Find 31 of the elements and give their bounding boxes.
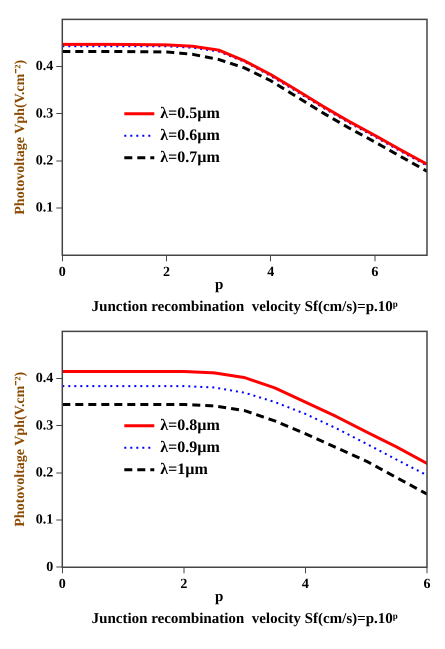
x-tick-label: 2 <box>163 265 170 280</box>
legend-label: λ=0.6µm <box>160 126 220 144</box>
text: p <box>214 589 224 606</box>
legend-label: λ=0.9µm <box>160 438 220 456</box>
y-axis-title: Photovoltage Vph(V.cm⁻²) <box>13 60 28 215</box>
y-tick-label: 0.2 <box>36 153 54 168</box>
x-tick-label: 0 <box>58 265 66 280</box>
y-tick-label: 0.1 <box>36 512 54 528</box>
x-tick-label: 4 <box>267 265 274 280</box>
x-tick-label: 2 <box>180 577 188 592</box>
y-tick-label: 0.3 <box>36 418 54 434</box>
legend-label: λ=0.5µm <box>160 104 220 122</box>
y-tick-label: 0.2 <box>36 465 54 480</box>
line-series <box>62 403 427 496</box>
y-tick-label: 0 <box>46 560 54 575</box>
x-axis-title: Junction recombination velocity Sf(cm/s)=p.10ᵖ <box>92 298 398 315</box>
x-tick-label: 4 <box>302 577 309 592</box>
legend-label: λ=0.7µm <box>160 148 220 166</box>
x-tick-label: 0 <box>58 577 66 592</box>
legend-label: λ=1µm <box>160 460 208 478</box>
text: p <box>214 277 224 294</box>
y-axis-title: Photovoltage Vph(V.cm⁻²) <box>13 372 28 527</box>
x-tick-label: 6 <box>424 577 430 592</box>
legend-label: λ=0.8µm <box>160 416 220 434</box>
x-axis-title: Junction recombination velocity Sf(cm/s)=p.10ᵖ <box>92 610 398 627</box>
x-tick-label: 6 <box>371 265 378 280</box>
y-tick-label: 0.4 <box>36 59 54 74</box>
y-tick-label: 0.4 <box>36 371 54 386</box>
line-series <box>62 385 427 476</box>
y-tick-label: 0.1 <box>36 200 54 216</box>
y-tick-label: 0.3 <box>36 106 54 122</box>
